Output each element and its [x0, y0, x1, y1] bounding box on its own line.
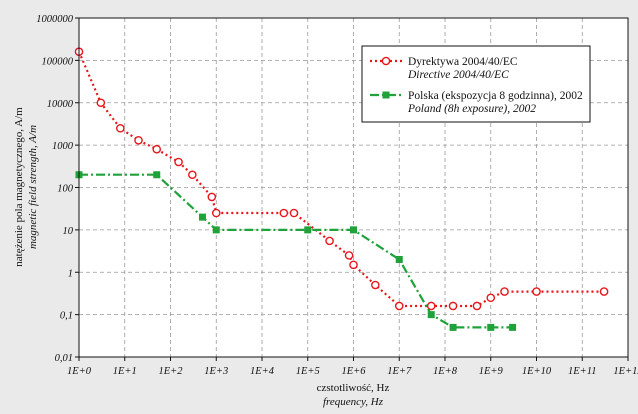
data-point-directive	[426, 301, 436, 311]
data-point-directive	[349, 260, 358, 270]
x-tick-label: 1E+0	[67, 366, 92, 377]
data-point-poland	[304, 226, 312, 234]
data-point-directive	[207, 192, 217, 202]
legend-label-poland-en: Poland (8h exposure), 2002	[407, 103, 536, 115]
data-point-directive	[174, 157, 183, 167]
data-point-directive	[394, 301, 404, 311]
data-point-directive	[289, 208, 299, 218]
x-tick-label: 1E+7	[387, 366, 412, 377]
x-axis-title-en: frequency, Hz	[323, 396, 384, 408]
x-tick-label: 1E+4	[250, 366, 275, 377]
data-point-poland	[153, 171, 161, 179]
data-point-poland	[198, 213, 206, 221]
data-point-directive	[116, 123, 125, 133]
data-point-directive	[599, 287, 609, 296]
y-tick-label: 0,1	[60, 311, 73, 322]
data-point-directive	[96, 98, 106, 108]
data-point-poland	[350, 226, 357, 234]
data-point-poland	[449, 323, 457, 331]
legend-label-directive-en: Directive 2004/40/EC	[407, 69, 509, 81]
y-tick-label: 1000	[52, 141, 74, 152]
legend-marker-directive	[381, 56, 391, 66]
y-tick-label: 1000000	[36, 14, 74, 25]
y-axis-title-en: magnetic field strength, A/m	[27, 125, 39, 249]
data-series	[74, 47, 609, 331]
data-point-directive	[532, 287, 541, 296]
data-point-directive	[448, 301, 458, 311]
data-point-poland	[395, 255, 403, 263]
x-tick-label: 1E+3	[204, 366, 228, 377]
data-point-poland	[212, 226, 220, 234]
x-axis-title: czstotliwość, Hz	[317, 382, 390, 394]
data-point-directive	[486, 293, 496, 303]
y-axis-title: natężenie pola magnetycznego, A/m	[13, 107, 25, 267]
x-tick-label: 1E+9	[479, 366, 504, 377]
data-point-poland	[509, 323, 517, 331]
data-point-directive	[188, 170, 197, 180]
data-point-directive	[344, 251, 354, 260]
data-point-directive	[371, 280, 380, 290]
data-point-directive	[134, 135, 143, 145]
data-point-poland	[487, 323, 495, 331]
y-tick-label: 100000	[42, 56, 74, 67]
legend-box	[361, 45, 591, 123]
data-point-directive	[152, 144, 162, 154]
x-tick-label: 1E+2	[159, 366, 184, 377]
legend: Dyrektywa 2004/40/EC Directive 2004/40/E…	[361, 45, 591, 123]
x-tick-label: 1E+5	[296, 366, 320, 377]
data-point-directive	[279, 208, 289, 218]
legend-label-poland: Polska (ekspozycja 8 godzinna), 2002	[408, 90, 583, 102]
x-tick-label: 1E+1	[113, 366, 137, 377]
y-tick-label: 1	[68, 268, 73, 279]
y-tick-label: 0,01	[55, 353, 73, 364]
x-tick-label: 1E+12	[613, 366, 638, 377]
y-tick-label: 10000	[47, 99, 74, 110]
data-point-directive	[211, 208, 221, 218]
x-tick-label: 1E+10	[522, 366, 552, 377]
x-tick-label: 1E+6	[342, 366, 367, 377]
y-tick-label: 100	[57, 184, 74, 195]
x-tick-label: 1E+11	[568, 366, 596, 377]
data-point-poland	[427, 311, 435, 319]
legend-marker-poland	[382, 91, 390, 99]
data-point-directive	[500, 287, 509, 296]
data-point-directive	[472, 301, 482, 311]
data-point-directive	[325, 236, 334, 246]
y-tick-label: 10	[63, 226, 74, 237]
x-tick-label: 1E+8	[433, 366, 458, 377]
legend-label-directive: Dyrektywa 2004/40/EC	[408, 56, 518, 68]
tick-labels: 1E+0 1E+1 1E+2 1E+3 1E+4 1E+5 1E+6 1E+7 1E+8 1E+9…	[36, 14, 638, 377]
